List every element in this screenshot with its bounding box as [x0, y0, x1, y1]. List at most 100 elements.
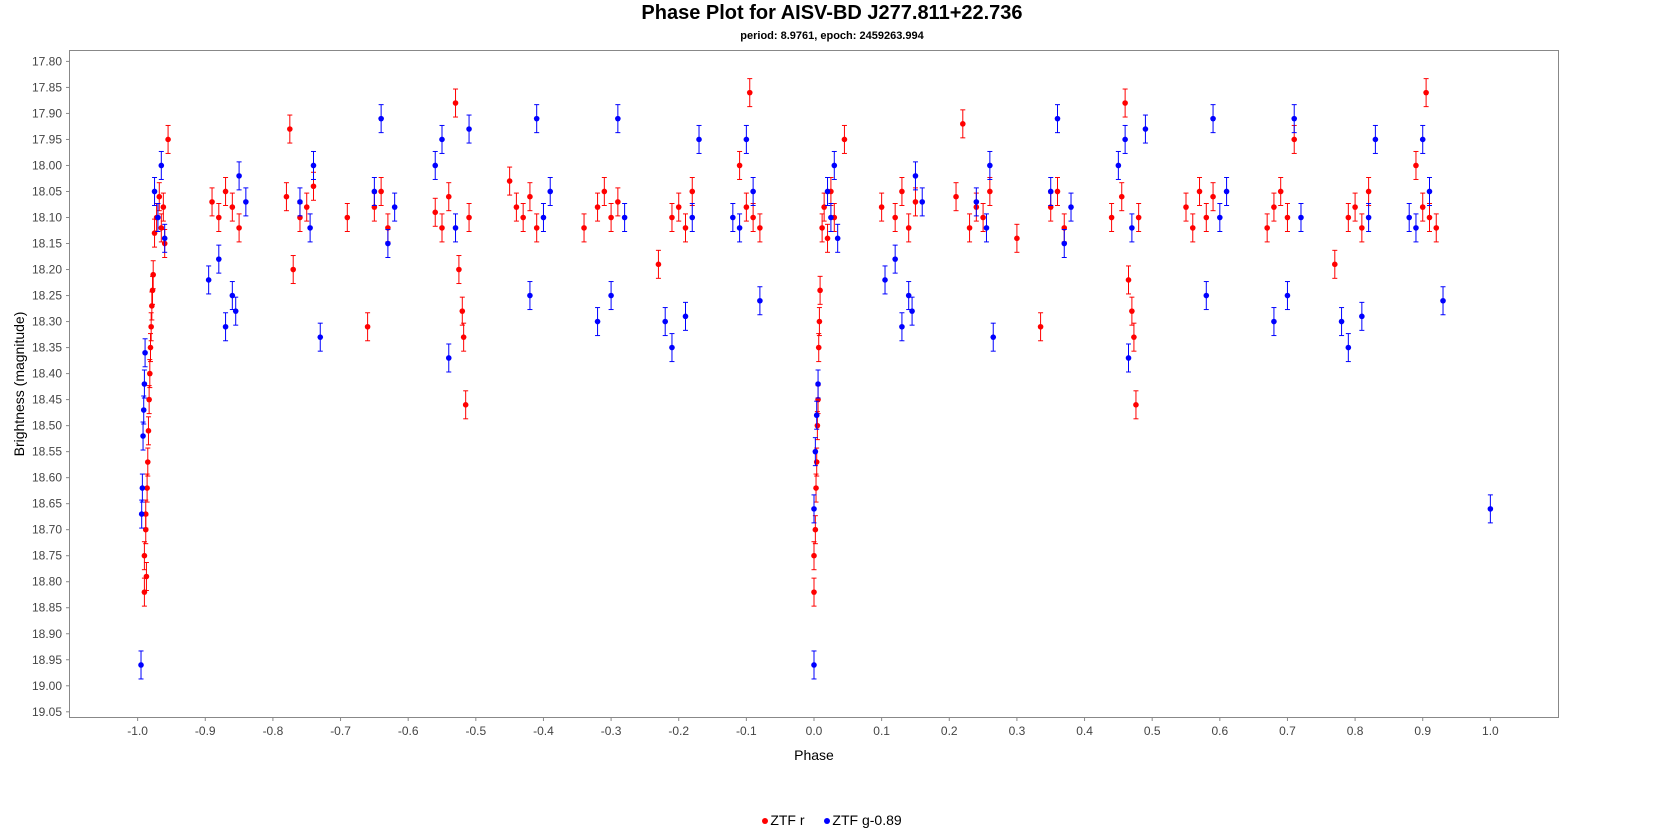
data-point [621, 214, 628, 221]
data-point [540, 214, 547, 221]
data-point [1345, 214, 1352, 221]
legend-label-g: ZTF g-0.89 [832, 812, 902, 828]
data-point [1487, 506, 1494, 512]
y-axis-label: Brightness (magnitude) [11, 312, 27, 457]
data-point [1271, 204, 1277, 210]
y-tick-label: 18.10 [32, 211, 62, 225]
data-point [750, 214, 756, 221]
data-point [831, 162, 838, 169]
data-point [1108, 214, 1115, 221]
chart-subtitle: period: 8.9761, epoch: 2459263.994 [740, 30, 924, 42]
x-tick-label: 0.5 [1144, 724, 1161, 738]
data-point [143, 573, 150, 580]
data-point [689, 214, 696, 221]
data-point [1068, 204, 1074, 210]
data-point [834, 235, 841, 242]
x-tick-label: -0.3 [601, 724, 622, 738]
data-point [1054, 115, 1061, 122]
legend: ZTF r ZTF g-0.89 [0, 812, 1664, 828]
y-tick-label: 19.05 [32, 705, 62, 719]
y-tick-label: 18.95 [32, 653, 62, 667]
data-point [147, 344, 154, 351]
data-point [148, 323, 154, 330]
data-point [1332, 261, 1338, 268]
data-point [675, 204, 682, 210]
y-tick-label: 18.00 [32, 158, 62, 172]
data-point [139, 485, 146, 491]
data-point [1217, 214, 1223, 221]
data-point [1298, 214, 1304, 221]
data-point [1142, 126, 1149, 132]
data-point [290, 266, 297, 273]
data-point [980, 214, 986, 221]
data-point [216, 214, 222, 221]
series-layer [138, 78, 1494, 680]
y-tick-label: 18.40 [32, 367, 62, 381]
data-point [533, 115, 540, 122]
data-point [317, 334, 324, 340]
data-point [146, 396, 152, 403]
data-point [142, 349, 148, 356]
data-point [205, 277, 212, 283]
data-point [378, 188, 384, 195]
data-point [1183, 204, 1189, 210]
legend-marker-g [824, 818, 831, 825]
data-point [689, 188, 696, 195]
data-point [216, 256, 222, 262]
legend-marker-r [762, 818, 769, 825]
data-point [669, 344, 675, 351]
data-point [736, 225, 743, 231]
data-point [310, 183, 317, 190]
data-point [506, 178, 513, 184]
data-point [828, 214, 834, 221]
x-tick-label: 0.1 [873, 724, 890, 738]
series-ztf-g [138, 104, 1494, 680]
data-point [1210, 115, 1216, 122]
data-point [1047, 188, 1054, 195]
data-point [1133, 402, 1139, 408]
data-point [1131, 334, 1137, 340]
x-tick-label: -0.6 [398, 724, 419, 738]
x-tick-label: 0.2 [941, 724, 958, 738]
data-point [1284, 292, 1291, 299]
data-point [815, 344, 822, 351]
data-point [909, 308, 915, 314]
data-point [1129, 225, 1135, 231]
data-point [147, 370, 153, 377]
x-tick-label: -0.1 [736, 724, 757, 738]
data-point [892, 256, 898, 262]
data-point [811, 589, 817, 595]
x-tick-label: -1.0 [127, 724, 148, 738]
y-tick-label: 18.75 [32, 549, 62, 563]
data-point [459, 308, 466, 314]
data-point [160, 204, 167, 210]
data-point [1423, 89, 1429, 96]
y-tick-label: 18.45 [32, 393, 62, 407]
data-point [1054, 188, 1061, 195]
data-point [581, 225, 587, 231]
y-tick-label: 18.50 [32, 419, 62, 433]
data-point [445, 193, 452, 200]
data-point [817, 287, 823, 294]
data-point [919, 199, 926, 205]
y-tick-label: 18.55 [32, 445, 62, 459]
data-point [819, 225, 825, 231]
legend-label-r: ZTF r [770, 812, 805, 828]
data-point [144, 485, 150, 491]
data-point [138, 662, 144, 668]
data-point [1419, 204, 1426, 210]
data-point [156, 193, 163, 200]
data-point [283, 193, 290, 200]
data-point [432, 162, 439, 169]
data-point [983, 225, 990, 231]
data-point [1419, 136, 1426, 143]
data-point [1122, 136, 1128, 143]
legend-item-r: ZTF r [762, 812, 805, 828]
x-tick-label: -0.2 [668, 724, 689, 738]
data-point [882, 277, 888, 283]
data-point [1210, 193, 1216, 200]
data-point [520, 214, 526, 221]
data-point [229, 204, 236, 210]
data-point [743, 204, 750, 210]
